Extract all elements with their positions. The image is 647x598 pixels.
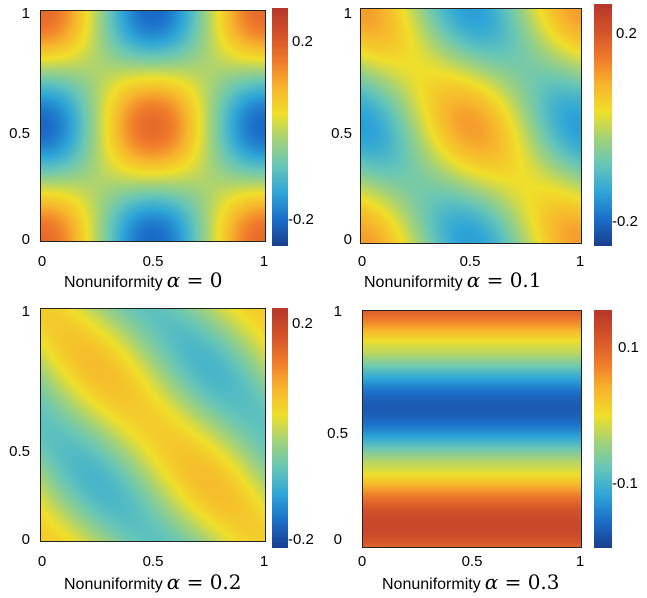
caption-text: Nonuniformity [382,576,481,593]
y-tick-label: 1 [333,303,342,320]
x-tick-label: 0.5 [142,553,164,570]
heatmap-image [363,311,581,547]
x-tick-label: 0.5 [459,253,481,270]
x-tick-label: 1 [259,553,269,570]
x-tick-label: 0 [37,253,47,270]
heatmap-axes [40,308,266,542]
colorbar-tick-label: 0.2 [292,33,313,50]
y-tick-label: 1 [343,5,352,22]
alpha-symbol: α [166,268,181,292]
alpha-equation: α = 0 [167,268,223,292]
y-tick-label: 0 [21,531,30,548]
panel-alpha-0.1: 1 0.5 0 0 0.5 1 0.2 -0.2 Nonuniformity α … [320,0,647,298]
alpha-value: = 0.3 [504,570,560,594]
colorbar-tick-label: 0.2 [292,315,313,332]
alpha-equation: α = 0.1 [467,268,542,292]
panel-alpha-0.3: 1 0.5 0 0 0.5 1 0.1 -0.1 Nonuniformity α … [320,298,647,598]
alpha-value: = 0 [186,268,223,292]
heatmap-axes [362,310,582,548]
y-tick-label: 0.5 [9,125,30,142]
x-tick-label: 0.5 [461,553,483,570]
panel-caption: Nonuniformity α = 0 [64,270,222,293]
alpha-symbol: α [166,570,181,594]
alpha-symbol: α [484,570,499,594]
x-tick-label: 1 [575,553,585,570]
colorbar-gradient [272,308,288,548]
colorbar-gradient [594,4,612,246]
alpha-value: = 0.1 [486,268,542,292]
x-tick-label: 0.5 [142,253,164,270]
colorbar [272,308,288,548]
colorbar-tick-label: -0.2 [612,213,638,230]
alpha-equation: α = 0.3 [485,570,560,594]
panel-caption: Nonuniformity α = 0.3 [382,572,560,595]
x-tick-label: 1 [259,253,269,270]
caption-text: Nonuniformity [64,576,163,593]
heatmap-image [41,11,265,241]
y-tick-label: 0.5 [9,443,30,460]
caption-text: Nonuniformity [64,274,163,291]
x-tick-label: 0 [357,253,367,270]
y-tick-label: 0.5 [331,125,352,142]
heatmap-axes [40,10,266,242]
y-tick-label: 0 [343,231,352,248]
x-tick-label: 1 [575,253,585,270]
panel-alpha-0.2: 1 0.5 0 0 0.5 1 0.2 -0.2 Nonuniformity α … [0,298,320,598]
x-tick-label: 0 [37,553,47,570]
heatmap-axes [360,8,582,244]
y-tick-label: 1 [21,5,30,22]
y-tick-label: 1 [21,303,30,320]
y-tick-label: 0 [333,531,342,548]
alpha-symbol: α [466,268,481,292]
panel-alpha-0: 1 0.5 0 0 0.5 1 0.2 -0.2 Nonuniformity α … [0,0,320,298]
x-tick-label: 0 [357,553,367,570]
colorbar-gradient [272,8,288,246]
caption-text: Nonuniformity [364,274,463,291]
y-tick-label: 0.5 [327,425,348,442]
colorbar-tick-label: -0.1 [612,475,638,492]
alpha-value: = 0.2 [186,570,242,594]
colorbar-tick-label: 0.2 [616,25,637,42]
heatmap-image [41,309,265,541]
colorbar-tick-label: -0.2 [288,531,314,548]
colorbar-gradient [594,310,612,548]
colorbar-tick-label: -0.2 [288,211,314,228]
y-tick-label: 0 [21,231,30,248]
colorbar [594,4,612,246]
colorbar [272,8,288,246]
alpha-equation: α = 0.2 [167,570,242,594]
panel-caption: Nonuniformity α = 0.2 [64,572,242,595]
heatmap-image [361,9,581,243]
colorbar [594,310,612,548]
colorbar-tick-label: 0.1 [618,339,639,356]
panel-caption: Nonuniformity α = 0.1 [364,270,542,293]
